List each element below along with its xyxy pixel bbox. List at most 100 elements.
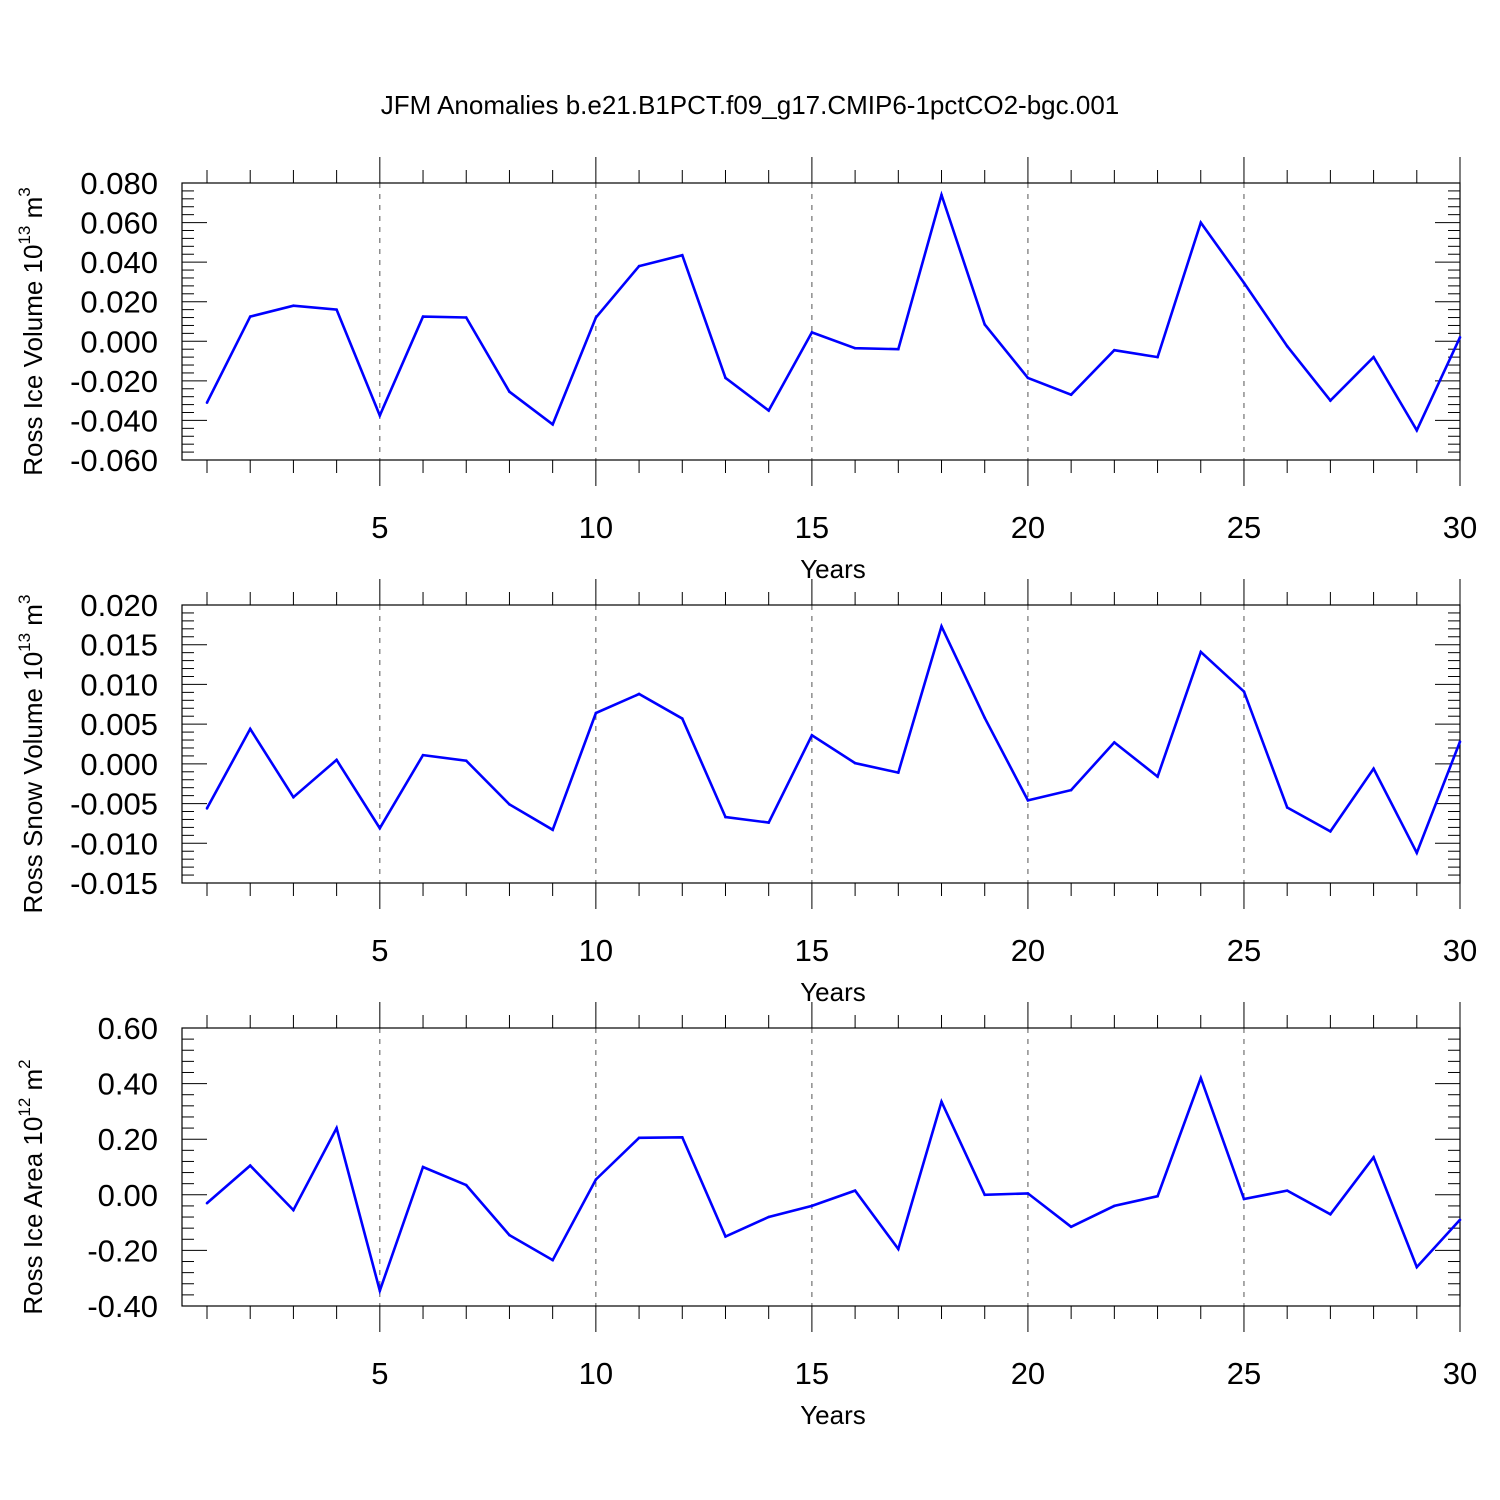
data-point	[205, 1201, 209, 1205]
data-point	[551, 828, 554, 832]
y-tick-label: 0.015	[80, 628, 158, 663]
data-point	[292, 304, 295, 307]
data-point	[1156, 775, 1159, 778]
y-axis-label-superscript: 3	[15, 595, 34, 604]
y-tick-label: 0.010	[80, 667, 158, 702]
x-tick-label: 20	[1011, 933, 1045, 968]
data-point	[421, 1165, 425, 1169]
y-axis-label-part: Ross Ice Area 10	[18, 1117, 48, 1315]
data-point	[1113, 741, 1116, 744]
data-point	[724, 815, 727, 819]
x-axis-label: Years	[800, 977, 866, 1007]
plot-frame	[181, 1027, 1461, 1307]
data-point	[1156, 355, 1159, 359]
data-point	[1285, 1189, 1289, 1192]
x-tick-label: 25	[1227, 933, 1261, 968]
data-point	[983, 323, 987, 326]
y-tick-label: 0.080	[80, 166, 158, 201]
data-point	[1113, 1204, 1116, 1208]
data-point	[1372, 1155, 1375, 1159]
y-axis-label: Ross Ice Area 1012 m2	[15, 1059, 48, 1314]
data-point	[464, 759, 468, 762]
y-tick-label: -0.060	[70, 443, 158, 478]
data-point	[378, 1289, 382, 1293]
data-point	[1372, 355, 1375, 359]
data-point	[1113, 348, 1116, 352]
y-tick-label: -0.020	[70, 364, 158, 399]
data-point	[1242, 281, 1246, 285]
data-point	[853, 346, 857, 350]
data-point	[853, 761, 857, 765]
data-point	[1026, 799, 1030, 802]
data-point	[1199, 1076, 1203, 1080]
y-tick-label: 0.000	[80, 324, 158, 359]
data-point	[1285, 344, 1289, 348]
x-tick-label: 15	[795, 510, 829, 545]
data-point	[1069, 788, 1073, 792]
data-point	[810, 733, 814, 737]
data-point	[680, 1135, 684, 1139]
data-point	[248, 727, 252, 731]
data-point	[1372, 767, 1375, 770]
y-axis-label-part: m	[18, 197, 48, 226]
data-point	[897, 771, 900, 774]
y-tick-label: 0.020	[80, 588, 158, 623]
x-tick-label: 15	[795, 933, 829, 968]
data-point	[292, 1208, 295, 1212]
x-tick-label: 20	[1011, 510, 1045, 545]
data-point	[940, 1100, 943, 1103]
data-point	[767, 409, 770, 412]
x-tick-label: 25	[1227, 1356, 1261, 1391]
data-point	[1329, 830, 1332, 833]
y-axis-label-superscript: 12	[15, 1098, 34, 1117]
data-point	[1156, 1194, 1159, 1198]
data-point	[378, 414, 382, 417]
plot-frame	[181, 604, 1461, 884]
data-point	[594, 316, 598, 319]
data-point	[551, 423, 554, 426]
data-point	[508, 803, 511, 806]
data-point	[335, 758, 338, 762]
data-point	[1458, 740, 1462, 743]
data-point	[1415, 429, 1419, 432]
y-axis-label-superscript: 13	[15, 633, 34, 652]
x-tick-label: 30	[1443, 1356, 1477, 1391]
y-axis-label: Ross Snow Volume 1013 m3	[15, 595, 48, 914]
data-point	[724, 1235, 727, 1238]
data-point	[248, 1164, 252, 1167]
x-axis-label: Years	[800, 1400, 866, 1430]
data-point	[1415, 851, 1419, 855]
y-axis-label-superscript: 2	[15, 1059, 34, 1068]
x-tick-label: 30	[1443, 510, 1477, 545]
series-line	[206, 1074, 1461, 1296]
data-point	[464, 1183, 468, 1187]
series-line	[205, 190, 1462, 434]
data-point	[810, 331, 814, 334]
data-point	[810, 1204, 814, 1208]
data-point	[680, 253, 684, 257]
y-axis-label: Ross Ice Volume 1013 m3	[15, 187, 48, 476]
data-point	[724, 376, 727, 380]
data-point	[680, 717, 684, 720]
y-axis-label-superscript: 13	[15, 226, 34, 245]
x-tick-label: 15	[795, 1356, 829, 1391]
data-point	[1329, 1212, 1332, 1216]
data-point	[1026, 1192, 1030, 1195]
y-tick-label: 0.60	[98, 1011, 158, 1046]
y-tick-label: 0.005	[80, 707, 158, 742]
x-tick-label: 25	[1227, 510, 1261, 545]
data-point	[1458, 1218, 1462, 1222]
data-point	[983, 1193, 987, 1197]
plot-frame	[181, 182, 1461, 461]
data-point	[940, 625, 943, 628]
panel-ross-ice-volume: -0.060 -0.040 -0.020 0.000 0.020 0.040 0.060 0.…	[15, 157, 1477, 584]
y-tick-label: 0.000	[80, 747, 158, 782]
y-tick-label: -0.040	[70, 403, 158, 438]
data-point	[1069, 393, 1073, 397]
data-point	[421, 753, 425, 757]
data-point	[853, 1189, 857, 1192]
y-tick-label: 0.40	[98, 1067, 158, 1102]
data-point	[594, 711, 598, 715]
data-point	[594, 1178, 598, 1181]
data-point	[205, 401, 209, 404]
